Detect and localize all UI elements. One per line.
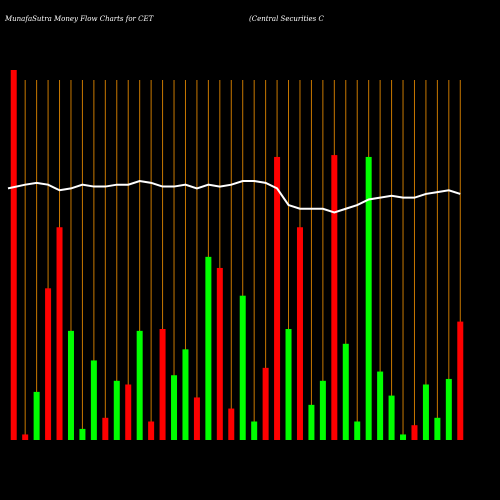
bar: [136, 330, 143, 440]
chart-title-right: (Central Securities C: [249, 15, 324, 23]
bar: [182, 349, 189, 440]
bar: [388, 395, 395, 440]
bar: [331, 155, 338, 440]
bar: [319, 380, 326, 440]
bar: [90, 360, 97, 440]
bar: [159, 329, 166, 440]
bar: [79, 428, 86, 440]
bar: [125, 384, 132, 440]
bar: [193, 397, 200, 440]
bar: [205, 256, 212, 440]
bar: [262, 367, 269, 440]
bar: [434, 417, 441, 440]
bar: [22, 434, 29, 440]
money-flow-line: [7, 179, 461, 214]
bar: [377, 371, 384, 440]
bar: [228, 408, 235, 440]
bar: [148, 421, 155, 440]
bar: [457, 321, 464, 440]
bar-series: [10, 70, 464, 440]
bar: [274, 156, 281, 440]
bar: [10, 70, 17, 440]
chart-title-left: MunafaSutra Money Flow Charts for CET: [4, 15, 155, 23]
bar: [342, 343, 349, 440]
bar: [102, 417, 109, 440]
bar: [308, 404, 315, 440]
bar: [445, 378, 452, 440]
bar: [400, 434, 407, 440]
bar: [33, 391, 40, 440]
bar: [251, 421, 258, 440]
bar: [113, 380, 120, 440]
bar: [354, 421, 361, 440]
bar: [56, 227, 63, 440]
grid-lines: [13, 80, 461, 440]
bar: [45, 288, 52, 440]
bar: [296, 227, 303, 440]
bar: [216, 267, 223, 440]
bar: [67, 330, 74, 440]
bar: [285, 329, 292, 440]
bar: [171, 375, 178, 440]
bar: [365, 156, 372, 440]
bar: [411, 425, 418, 440]
bar: [422, 384, 429, 440]
bar: [239, 295, 246, 440]
